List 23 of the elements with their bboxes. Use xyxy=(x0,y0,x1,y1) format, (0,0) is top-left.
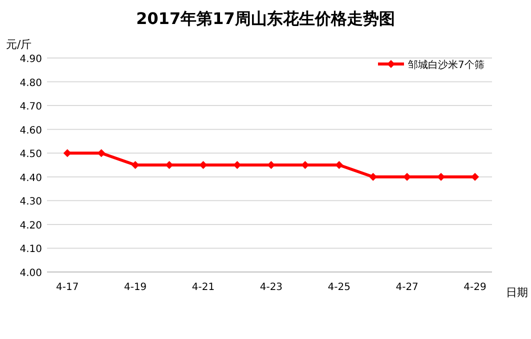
x-tick-label: 4-17 xyxy=(56,282,79,293)
y-tick-label: 4.50 xyxy=(20,149,42,160)
point xyxy=(471,172,480,181)
y-tick-label: 4.60 xyxy=(20,125,42,136)
y-tick-label: 4.70 xyxy=(20,102,42,113)
point xyxy=(63,149,72,158)
y-tick-label: 4.20 xyxy=(20,220,42,232)
chart-title: 2017年第17周山东花生价格走势图 xyxy=(136,9,395,28)
x-tick-label: 4-27 xyxy=(396,282,418,293)
y-tick-label: 4.80 xyxy=(20,78,42,89)
x-axis-title: 日期 xyxy=(506,286,528,299)
x-tick-label: 4-21 xyxy=(192,282,215,293)
x-tick-label: 4-29 xyxy=(464,282,486,293)
y-tick-label: 4.40 xyxy=(20,172,42,184)
legend-label: 邹城白沙米7个筛 xyxy=(408,59,484,71)
x-tick-label: 4-23 xyxy=(260,282,283,293)
y-axis-title: 元/斤 xyxy=(6,38,32,51)
y-tick-label: 4.00 xyxy=(20,268,42,279)
x-tick-label: 4-19 xyxy=(124,282,147,293)
y-tick-label: 4.90 xyxy=(20,54,42,65)
x-tick-label: 4-25 xyxy=(328,282,350,293)
y-tick-label: 4.10 xyxy=(20,244,42,256)
y-tick-label: 4.30 xyxy=(20,196,42,208)
